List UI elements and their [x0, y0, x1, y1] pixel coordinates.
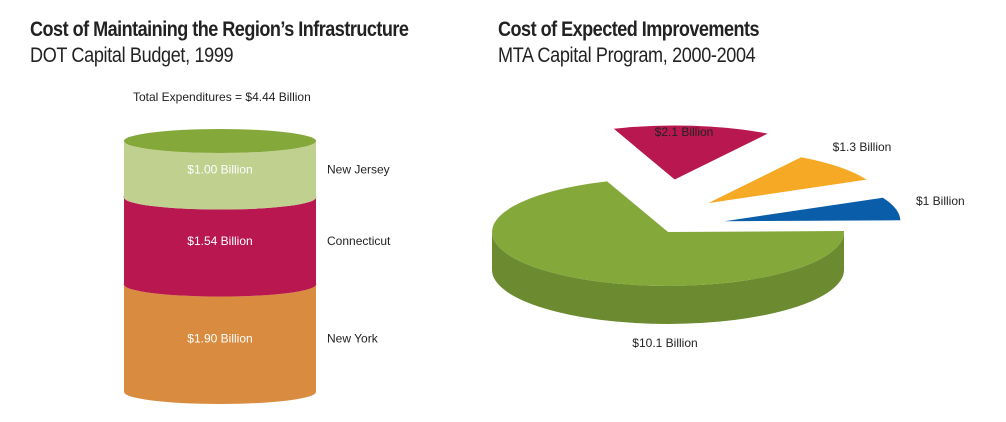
pie-label-1-3: $1.3 Billion — [833, 140, 892, 154]
pie-label-2-1: $2.1 Billion — [655, 125, 714, 139]
pie-chart-subtitle: MTA Capital Program, 2000-2004 — [498, 44, 756, 67]
pie-label-10-1: $10.1 Billion — [632, 336, 697, 350]
cylinder-region-label-new-york: New York — [327, 331, 379, 345]
pie-chart-title: Cost of Expected Improvements — [498, 18, 760, 41]
cylinder-chart-title: Cost of Maintaining the Region’s Infrast… — [30, 18, 409, 41]
pie-slice-10-1 — [492, 181, 844, 286]
cylinder-top — [124, 129, 316, 153]
pie-slice-side-10-1 — [492, 232, 844, 324]
cylinder-segment-new-jersey — [124, 141, 316, 210]
pie-slice-1 — [724, 197, 901, 222]
cylinder-region-label-connecticut: Connecticut — [327, 234, 391, 248]
total-expenditures-note: Total Expenditures = $4.44 Billion — [133, 90, 311, 104]
cylinder-value-label-connecticut: $1.54 Billion — [187, 234, 252, 248]
cylinder-segment-new-york — [124, 284, 316, 404]
cylinder-segment-connecticut — [124, 197, 316, 297]
cylinder-region-label-new-jersey: New Jersey — [327, 162, 390, 176]
pie-slice-1-3 — [708, 157, 867, 204]
cylinder-value-label-new-york: $1.90 Billion — [187, 331, 252, 345]
cylinder-chart-subtitle: DOT Capital Budget, 1999 — [30, 44, 234, 67]
cylinder-value-label-new-jersey: $1.00 Billion — [187, 162, 252, 176]
pie-label-1: $1 Billion — [916, 194, 965, 208]
pie-slice-2-1 — [613, 125, 768, 180]
